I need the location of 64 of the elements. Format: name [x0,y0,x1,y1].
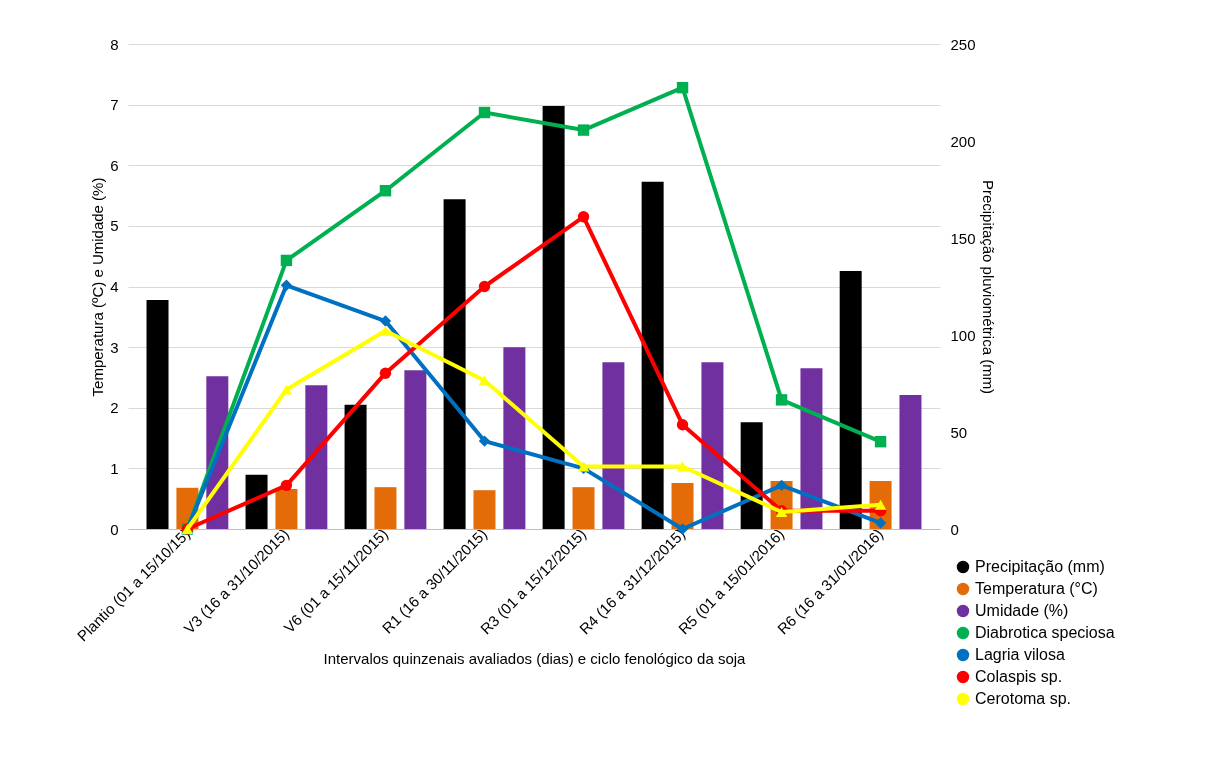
y2-tick-label: 0 [950,520,959,538]
bar [443,199,466,529]
point [379,185,392,197]
point [676,419,689,431]
bar [839,270,862,529]
legend-label: Cerotoma sp. [975,690,1072,707]
y-tick-label: 0 [110,520,119,538]
point [478,280,491,293]
y2-tick-label: 150 [950,229,976,247]
bar [800,368,823,529]
y-tick-label: 5 [110,217,119,235]
legend-label: Lagria vilosa [975,646,1065,663]
y-tick-label: 7 [110,96,119,114]
legend-label: Diabrotica speciosa [975,624,1115,641]
bar [503,347,526,529]
bar [404,370,427,529]
point [874,517,887,529]
bar [641,181,664,529]
y2-tick-label: 100 [950,326,976,344]
point [280,479,293,492]
point [379,367,392,379]
point [280,254,293,267]
bar [275,488,298,529]
point [775,394,788,406]
y-axis-title: Temperatura (ºC) e Umidade (%) [89,177,107,397]
y-tick-label: 2 [110,399,119,417]
legend-label: Precipitação (mm) [975,558,1105,575]
y-tick-label: 4 [110,278,119,295]
legend-label: Colaspis sp. [975,668,1063,685]
bar [572,487,595,529]
y-tick-label: 8 [110,35,119,53]
bar [671,482,694,529]
y2-axis-title: Precipitação pluviométrica (mm) [979,179,997,395]
bar [146,300,169,529]
bar [899,395,922,529]
point [478,106,491,119]
bar [305,385,328,529]
bar [374,487,397,529]
y-tick-label: 6 [110,156,119,174]
x-axis-title: Intervalos quinzenais avaliados (dias) e ciclo fenológico da soja [323,650,747,668]
point [577,124,590,136]
y2-tick-label: 200 [950,132,976,150]
point [676,81,689,94]
point [379,325,392,336]
legend-label: Umidade (%) [975,602,1069,619]
point [775,479,788,492]
y2-tick-label: 250 [950,35,976,53]
bar [542,106,565,529]
point [379,315,392,327]
point [280,279,293,291]
point [478,435,491,447]
legend-label: Temperatura (°C) [975,580,1098,597]
bar [473,490,496,529]
bar [701,362,724,529]
bar [245,474,268,529]
y-tick-label: 3 [110,338,119,356]
bar [344,404,367,529]
point [874,436,887,448]
point [280,384,293,395]
point [676,461,689,472]
y-tick-label: 1 [110,459,119,477]
y2-tick-label: 50 [950,423,968,441]
point [577,211,590,223]
bar [602,362,625,529]
